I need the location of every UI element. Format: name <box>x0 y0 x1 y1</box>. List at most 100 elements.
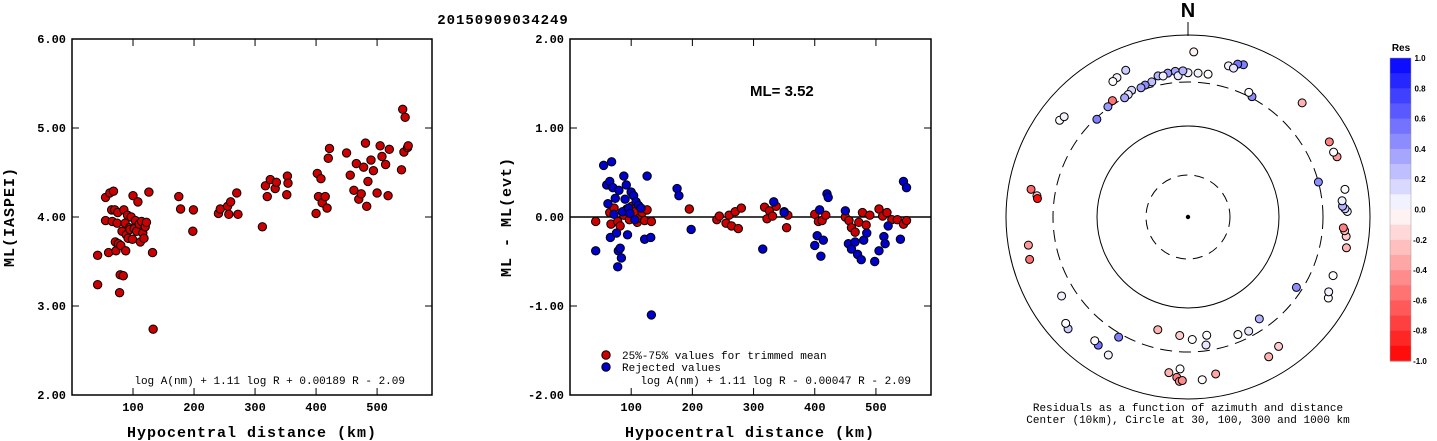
y-tick-label: 3.00 <box>37 300 66 314</box>
station-point <box>1254 314 1264 324</box>
ring-100km <box>1096 125 1280 309</box>
data-point <box>133 197 143 207</box>
figure-title: 20150909034249 <box>437 13 569 29</box>
station-point <box>1324 287 1334 297</box>
north-label: N <box>1181 0 1195 22</box>
data-point <box>882 207 892 218</box>
x-axis-label: Hypocentral distance (km) <box>625 425 875 441</box>
colorbar-cell <box>1390 300 1411 317</box>
station-point <box>1329 147 1339 157</box>
colorbar-cell <box>1390 164 1411 180</box>
colorbar-tick-label: 0.2 <box>1414 175 1426 184</box>
station-point <box>1313 177 1323 187</box>
data-point <box>861 220 871 230</box>
station-point <box>1175 330 1185 340</box>
station-point <box>1061 318 1071 328</box>
data-point <box>736 203 747 213</box>
data-point <box>636 203 646 213</box>
data-point <box>398 104 408 115</box>
data-point <box>262 191 272 202</box>
data-point <box>620 194 630 204</box>
axis-ticks: 100 200 300 400 500 -2.00 -1.00 0.00 1.00 2.00 <box>528 33 931 415</box>
colorbar-tick-label: -0.8 <box>1413 327 1427 336</box>
colorbar-cell <box>1390 103 1411 120</box>
station-point <box>1136 83 1146 93</box>
data-point <box>139 233 149 244</box>
data-point <box>322 203 332 213</box>
station-point <box>1164 368 1174 378</box>
data-point <box>356 189 366 199</box>
x-tick-label: 300 <box>743 401 765 415</box>
legend-marker-accepted <box>601 350 611 360</box>
data-point <box>260 181 271 191</box>
legend: 25%-75% values for trimmed mean Rejected… <box>601 350 827 375</box>
data-point <box>733 223 743 234</box>
x-tick-label: 400 <box>305 401 327 415</box>
data-point <box>816 251 826 261</box>
panel-residual-vs-distance: 100 200 300 400 500 -2.00 -1.00 0.00 1.00 2.00 ML… <box>499 33 932 441</box>
data-point <box>603 198 613 209</box>
station-point <box>1057 291 1067 301</box>
station-point <box>1108 76 1118 86</box>
data-point <box>767 211 778 221</box>
station-point <box>1197 375 1207 385</box>
y-tick-label: 1.00 <box>535 122 564 136</box>
legend-marker-rejected <box>601 362 611 372</box>
data-point <box>323 153 333 163</box>
data-point <box>114 287 125 298</box>
station-point <box>1229 63 1239 73</box>
data-point <box>646 310 657 320</box>
data-point <box>92 279 103 290</box>
station-point <box>1338 223 1348 233</box>
data-point <box>175 204 186 214</box>
data-point <box>377 151 387 162</box>
colorbar-tick-label: -0.6 <box>1413 296 1427 305</box>
data-point <box>622 230 633 240</box>
data-point <box>225 197 236 207</box>
data-point <box>810 240 820 251</box>
data-point <box>345 170 355 180</box>
data-point <box>92 250 103 260</box>
y-tick-label: 4.00 <box>37 211 66 225</box>
colorbar-cell <box>1390 133 1411 150</box>
data-point <box>714 211 724 221</box>
data-point <box>611 228 622 238</box>
data-point <box>865 210 875 220</box>
data-point <box>616 253 627 263</box>
station-point <box>1189 47 1199 57</box>
data-points <box>92 104 413 334</box>
x-tick-label: 100 <box>122 401 144 415</box>
station-point <box>1341 243 1351 253</box>
colorbar-cell <box>1390 148 1411 165</box>
data-point <box>282 190 292 200</box>
station-point <box>1337 196 1347 206</box>
colorbar-cell <box>1390 194 1411 210</box>
data-point <box>188 226 198 236</box>
data-point <box>141 217 152 228</box>
x-tick-label: 500 <box>366 401 388 415</box>
colorbar-cell <box>1390 209 1411 226</box>
colorbar-tick-label: -1.0 <box>1413 357 1427 366</box>
colorbar-tick-label: -0.2 <box>1413 236 1427 245</box>
y-tick-label: 2.00 <box>535 33 564 47</box>
station-point <box>1120 93 1130 103</box>
station-point <box>1264 352 1274 362</box>
data-point <box>363 176 373 187</box>
data-point <box>316 174 326 184</box>
data-point <box>257 222 268 232</box>
colorbar-frame <box>1389 57 1412 362</box>
station-point <box>1233 330 1243 340</box>
data-point <box>380 159 391 170</box>
data-point <box>880 239 890 249</box>
data-point <box>120 246 131 256</box>
data-point <box>283 178 293 188</box>
data-point <box>368 166 379 176</box>
station-point <box>1032 194 1042 204</box>
colorbar-cell <box>1390 73 1411 89</box>
colorbar-tick-label: 0.4 <box>1414 145 1426 154</box>
station-point <box>1114 332 1124 342</box>
legend-label-accepted: 25%-75% values for trimmed mean <box>622 351 827 363</box>
data-point <box>362 201 372 212</box>
data-point <box>224 209 234 220</box>
